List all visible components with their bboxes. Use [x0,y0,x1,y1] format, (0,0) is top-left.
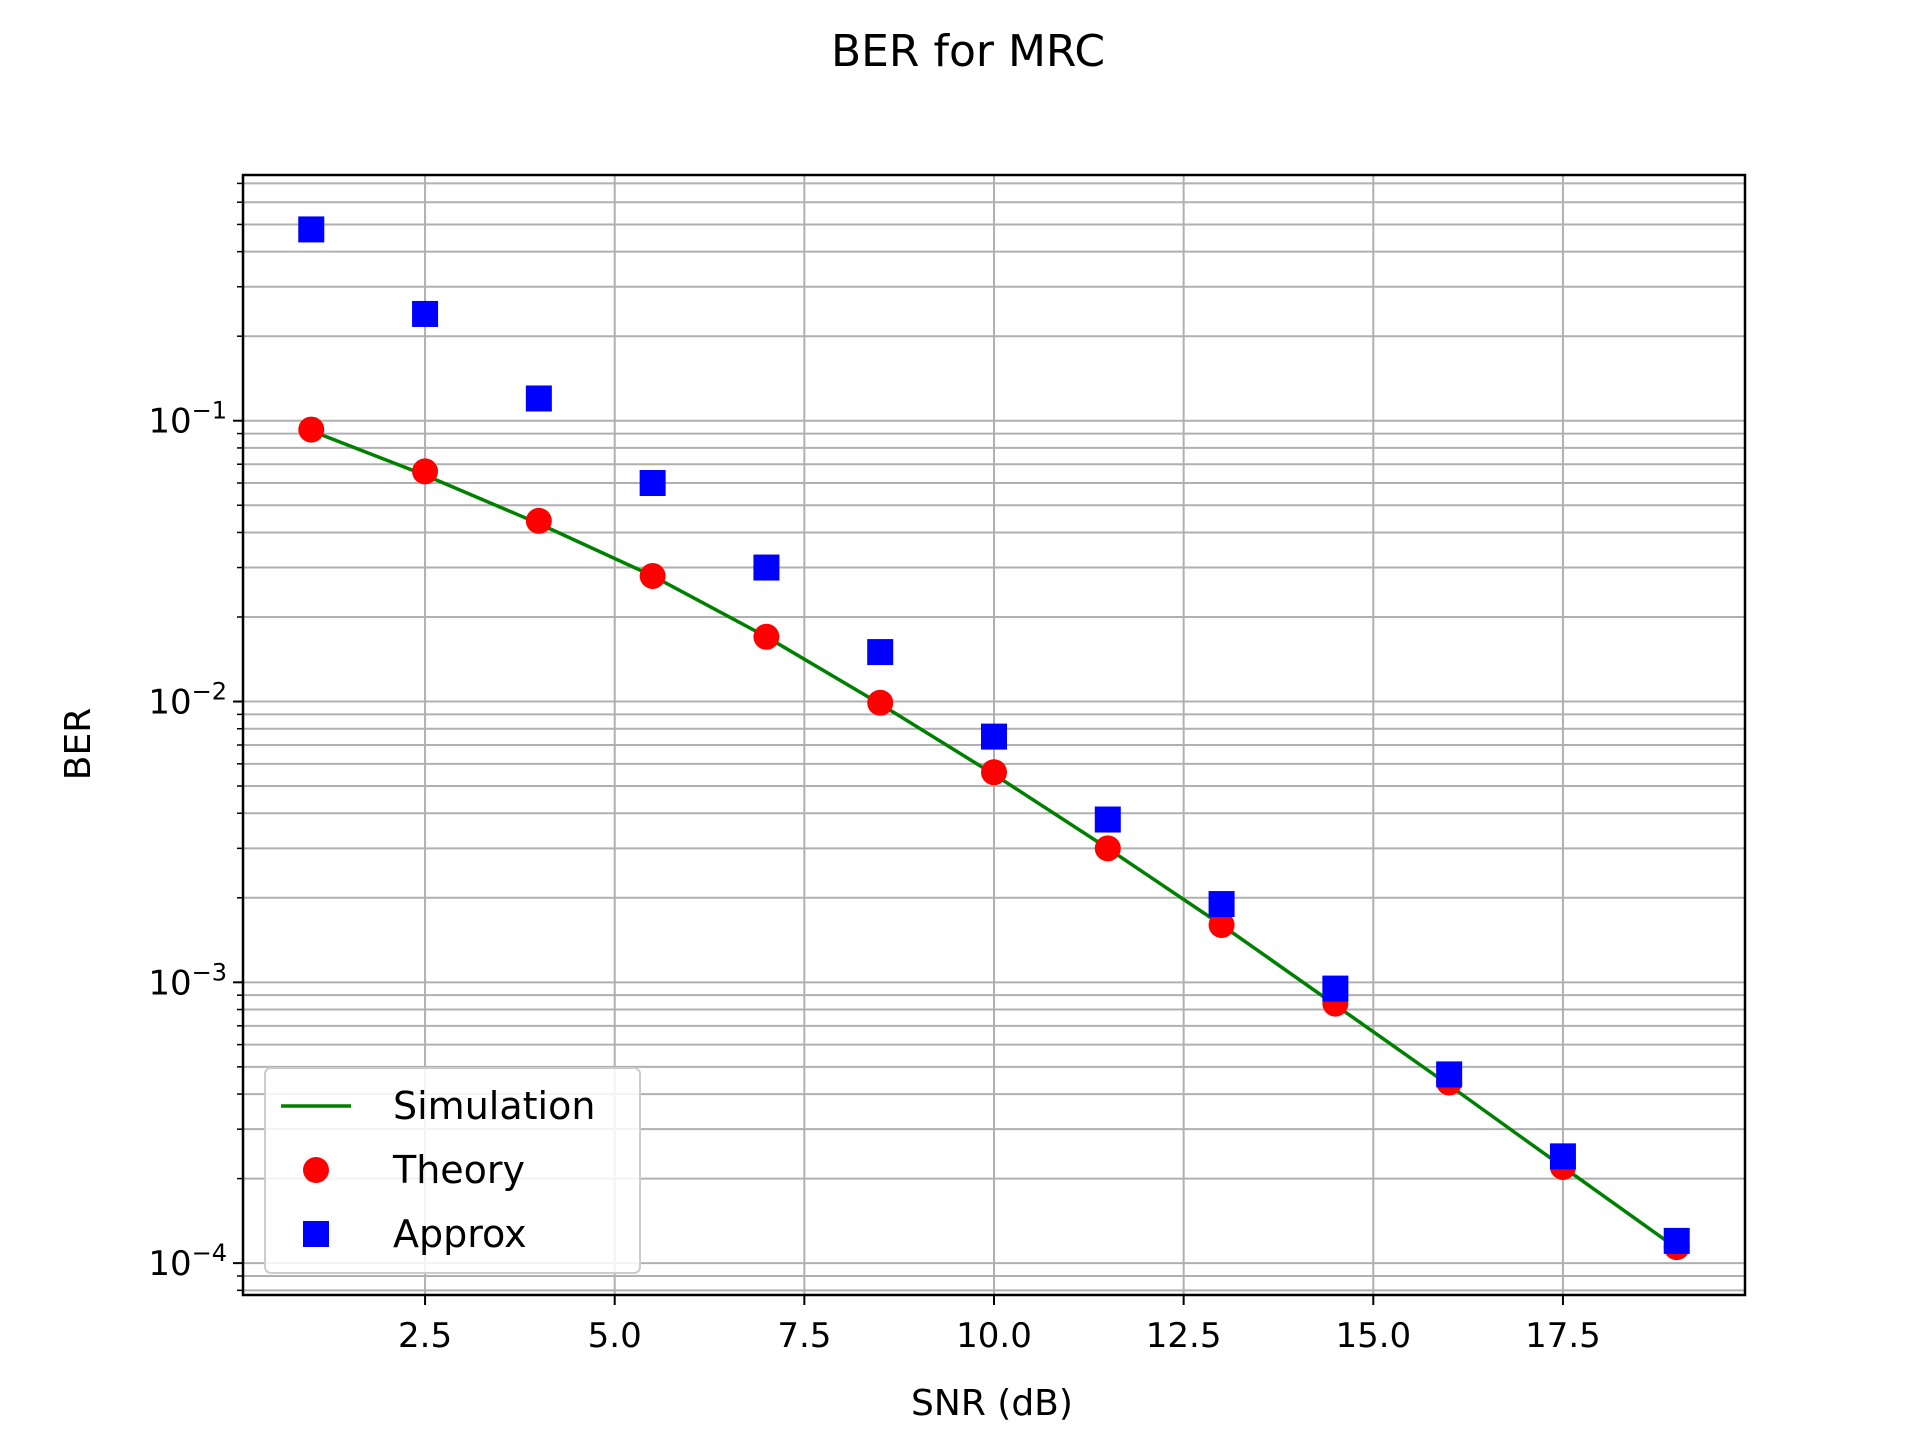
theory-point [525,507,552,534]
x-axis-label: SNR (dB) [911,1383,1073,1424]
x-tick-label: 7.5 [777,1316,831,1356]
theory-point [298,416,325,443]
approx-point [525,385,552,412]
legend-theory-label: Theory [392,1148,525,1192]
approx-point [1663,1227,1690,1254]
x-tick-label: 5.0 [588,1316,642,1356]
legend: Simulation Theory Approx [264,1067,641,1274]
x-tick-label: 10.0 [956,1316,1032,1356]
theory-point [412,458,439,485]
theory-point [981,759,1007,786]
y-tick-label: 10−4 [148,1239,227,1284]
theory-point [639,562,666,589]
theory-point [867,689,894,716]
x-tick-label: 15.0 [1335,1316,1411,1356]
approx-point [1094,806,1121,833]
approx-point [981,723,1007,750]
approx-point [1549,1143,1576,1170]
chart-title: BER for MRC [831,26,1105,77]
approx-point [298,216,325,243]
plot-data [298,216,1690,1261]
y-axis-label: BER [58,708,99,780]
theory-point [1094,835,1121,862]
x-tick-label: 12.5 [1146,1316,1222,1356]
axis-ticks: 2.5 5.0 7.5 10.0 12.5 15.0 17.5 10−1 10−2 10−3 10−… [148,182,1601,1356]
approx-point [412,300,439,327]
grid [243,175,1745,1295]
approx-point [639,470,666,497]
x-tick-label: 2.5 [398,1316,452,1356]
y-tick-label: 10−1 [148,397,227,442]
approx-point [867,639,894,666]
legend-simulation-label: Simulation [393,1084,595,1128]
theory-point [1208,912,1235,939]
legend-theory-swatch [303,1157,329,1183]
y-tick-label: 10−3 [148,958,227,1003]
legend-approx-label: Approx [393,1212,527,1256]
approx-point [1208,891,1235,918]
legend-approx-swatch [303,1221,329,1247]
y-tick-label: 10−2 [148,678,227,723]
approx-point [1322,975,1349,1002]
plot-area-frame [241,173,1747,1297]
legend-box [264,1067,641,1274]
theory-point [753,623,780,650]
approx-point [1436,1061,1463,1088]
x-tick-label: 17.5 [1525,1316,1601,1356]
approx-point [753,554,780,581]
